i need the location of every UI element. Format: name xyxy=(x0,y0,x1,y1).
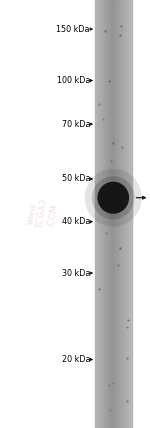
Bar xyxy=(104,0,105,428)
Bar xyxy=(127,0,128,428)
Bar xyxy=(120,0,121,428)
Bar xyxy=(118,0,119,428)
Bar xyxy=(113,0,114,428)
Bar xyxy=(97,0,98,428)
Bar xyxy=(98,0,99,428)
Bar xyxy=(130,0,131,428)
Bar xyxy=(107,0,108,428)
Bar xyxy=(116,0,117,428)
Text: 30 kDa: 30 kDa xyxy=(62,268,90,278)
Bar xyxy=(126,0,127,428)
Bar xyxy=(101,0,102,428)
Bar xyxy=(116,0,117,428)
Bar xyxy=(120,0,121,428)
Bar xyxy=(124,0,125,428)
Bar xyxy=(113,0,114,428)
Bar xyxy=(107,0,108,428)
Bar xyxy=(109,0,110,428)
Bar xyxy=(117,0,118,428)
Bar xyxy=(125,0,126,428)
Bar xyxy=(117,0,118,428)
Bar xyxy=(105,0,106,428)
Bar xyxy=(99,0,100,428)
Bar xyxy=(122,0,123,428)
Bar xyxy=(119,0,120,428)
Bar xyxy=(129,0,130,428)
Bar xyxy=(129,0,130,428)
Text: 100 kDa: 100 kDa xyxy=(57,76,90,85)
Bar xyxy=(110,0,111,428)
Bar xyxy=(109,0,110,428)
Text: 70 kDa: 70 kDa xyxy=(61,119,90,129)
Bar xyxy=(125,0,126,428)
Bar xyxy=(114,0,115,428)
Bar xyxy=(102,0,103,428)
Ellipse shape xyxy=(85,169,142,227)
Text: 40 kDa: 40 kDa xyxy=(62,217,90,226)
Bar xyxy=(115,0,116,428)
Bar xyxy=(122,0,123,428)
Bar xyxy=(111,0,112,428)
Bar xyxy=(95,0,96,428)
Bar xyxy=(128,0,129,428)
Bar xyxy=(100,0,101,428)
Text: 150 kDa: 150 kDa xyxy=(57,24,90,34)
Bar xyxy=(130,0,131,428)
Bar xyxy=(126,0,127,428)
Bar xyxy=(106,0,107,428)
Text: 20 kDa: 20 kDa xyxy=(61,355,90,364)
Bar xyxy=(98,0,99,428)
Bar xyxy=(127,0,128,428)
Text: 50 kDa: 50 kDa xyxy=(61,174,90,184)
Bar xyxy=(104,0,105,428)
Bar xyxy=(123,0,124,428)
Bar xyxy=(124,0,125,428)
Bar xyxy=(111,0,112,428)
Text: www.
TCGA3
.COM: www. TCGA3 .COM xyxy=(25,196,59,232)
Bar xyxy=(103,0,104,428)
Bar xyxy=(112,0,113,428)
Bar xyxy=(108,0,109,428)
Bar xyxy=(131,0,132,428)
Bar xyxy=(108,0,109,428)
Bar xyxy=(102,0,103,428)
Bar xyxy=(112,0,113,428)
Bar xyxy=(99,0,100,428)
Bar xyxy=(106,0,107,428)
Ellipse shape xyxy=(92,176,135,220)
Bar xyxy=(121,0,122,428)
Bar xyxy=(96,0,97,428)
Ellipse shape xyxy=(97,181,129,214)
Bar xyxy=(121,0,122,428)
Bar xyxy=(103,0,104,428)
